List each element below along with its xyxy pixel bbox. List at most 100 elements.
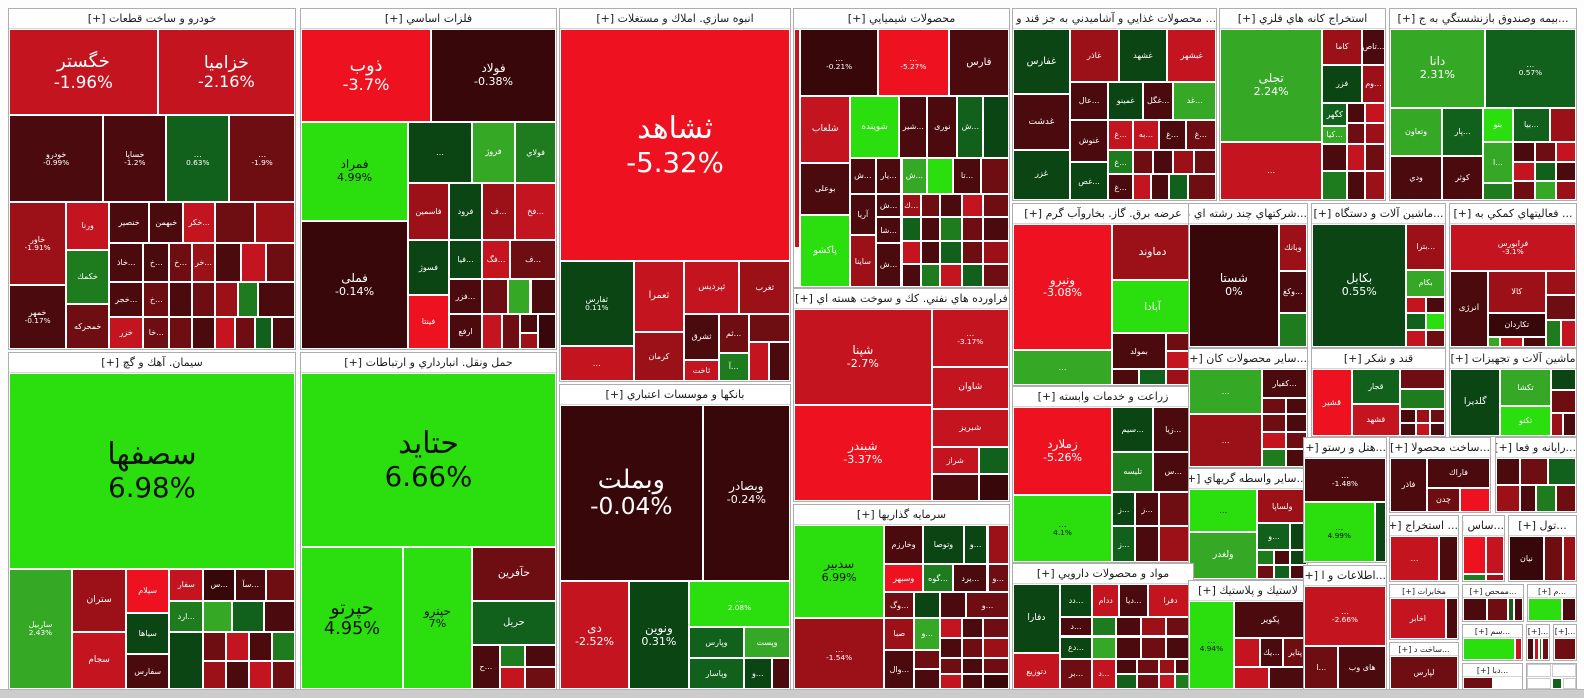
- stock-tile[interactable]: بکابل 0.55%: [1312, 224, 1407, 347]
- stock-tile[interactable]: [249, 660, 273, 689]
- stock-tile[interactable]: [978, 474, 1009, 501]
- stock-tile[interactable]: … 0.63%: [166, 115, 230, 202]
- stock-tile[interactable]: شپنا -2.7%: [794, 309, 932, 405]
- stock-tile[interactable]: شبریز: [931, 408, 1009, 448]
- sector-header[interactable]: انبوه سازي. املاك و مستغلات [+]: [560, 9, 790, 29]
- stock-tile[interactable]: ...د: [1092, 658, 1116, 689]
- stock-tile[interactable]: … -2.66%: [1304, 586, 1386, 646]
- stock-tile[interactable]: ...سآ: [234, 568, 267, 601]
- stock-tile[interactable]: [1508, 598, 1514, 621]
- stock-tile[interactable]: ...تاص: [1361, 29, 1385, 65]
- stock-tile[interactable]: [1552, 664, 1576, 677]
- stock-tile[interactable]: [1496, 485, 1520, 512]
- stock-tile[interactable]: [940, 263, 962, 287]
- stock-tile[interactable]: [169, 317, 193, 349]
- stock-tile[interactable]: [961, 638, 984, 658]
- stock-tile[interactable]: کگهر: [1322, 102, 1348, 127]
- stock-tile[interactable]: ثشاهد -5.32%: [560, 29, 790, 262]
- stock-tile[interactable]: [203, 632, 227, 661]
- stock-tile[interactable]: [901, 240, 921, 264]
- stock-tile[interactable]: [983, 263, 1009, 287]
- stock-tile[interactable]: [1487, 337, 1501, 347]
- stock-tile[interactable]: وخارزم: [884, 525, 923, 565]
- stock-tile[interactable]: حریل: [471, 600, 556, 645]
- stock-tile[interactable]: [1563, 413, 1576, 436]
- stock-tile[interactable]: [192, 281, 215, 317]
- stock-tile[interactable]: ...ا: [1483, 141, 1513, 183]
- stock-tile[interactable]: [1399, 389, 1445, 410]
- stock-tile[interactable]: [1415, 422, 1431, 436]
- stock-tile[interactable]: [1445, 598, 1458, 639]
- stock-tile[interactable]: [1520, 458, 1548, 485]
- stock-tile[interactable]: خبهمن: [149, 201, 184, 244]
- stock-tile[interactable]: ثپردیس: [684, 261, 740, 315]
- stock-tile[interactable]: … 4.1%: [1013, 495, 1112, 562]
- stock-tile[interactable]: [272, 317, 295, 349]
- stock-tile[interactable]: … -1.9%: [229, 115, 295, 202]
- sector-header[interactable]: ... محصولات غذايي و آشاميدني به جز قند و…: [1013, 9, 1216, 29]
- stock-tile[interactable]: [214, 243, 241, 282]
- stock-tile[interactable]: ...غ: [1108, 119, 1133, 151]
- stock-tile[interactable]: [1514, 638, 1522, 660]
- stock-tile[interactable]: تکشا: [1500, 369, 1551, 406]
- sector-header[interactable]: قند و شكر [+]: [1312, 349, 1445, 369]
- stock-tile[interactable]: وپاسار: [688, 657, 744, 689]
- stock-tile[interactable]: [1550, 413, 1564, 436]
- sector-header[interactable]: ...دبا [+]: [1463, 664, 1522, 677]
- stock-tile[interactable]: [940, 592, 966, 619]
- stock-tile[interactable]: ...ش: [901, 158, 928, 195]
- stock-tile[interactable]: ...خکر: [183, 201, 215, 244]
- stock-tile[interactable]: [1257, 550, 1274, 565]
- stock-tile[interactable]: [1257, 564, 1274, 579]
- stock-tile[interactable]: [1278, 312, 1307, 347]
- stock-tile[interactable]: تلیسه: [1112, 451, 1154, 493]
- stock-tile[interactable]: [254, 317, 273, 349]
- stock-tile[interactable]: [983, 674, 1009, 689]
- sector-header[interactable]: ...ساس [+]: [1463, 516, 1504, 536]
- sector-header[interactable]: سرمايه گذاريها [+]: [794, 505, 1009, 525]
- stock-tile[interactable]: [169, 281, 193, 317]
- sector-header[interactable]: ...اطلاعات و ا [+]: [1304, 566, 1386, 586]
- stock-tile[interactable]: ونیرو -3.08%: [1013, 224, 1112, 350]
- sector-header[interactable]: فلزات اساسي [+]: [301, 9, 556, 29]
- stock-tile[interactable]: [1137, 658, 1159, 675]
- stock-tile[interactable]: [1158, 658, 1175, 675]
- stock-tile[interactable]: ...بترا: [1406, 224, 1445, 270]
- stock-tile[interactable]: ...ا: [1304, 645, 1339, 689]
- stock-tile[interactable]: ...غص: [1069, 162, 1109, 200]
- stock-tile[interactable]: ...دع: [1059, 636, 1093, 659]
- stock-tile[interactable]: [1347, 102, 1366, 124]
- stock-tile[interactable]: [1483, 182, 1513, 200]
- stock-tile[interactable]: [1092, 616, 1116, 637]
- stock-tile[interactable]: [1151, 174, 1170, 200]
- stock-tile[interactable]: ...فزر: [448, 278, 483, 314]
- stock-tile[interactable]: کرمان: [633, 331, 685, 381]
- stock-tile[interactable]: [1347, 143, 1366, 171]
- stock-tile[interactable]: [983, 618, 1009, 639]
- stock-tile[interactable]: [1523, 337, 1546, 347]
- stock-tile[interactable]: [272, 660, 295, 689]
- stock-tile[interactable]: ...ش: [849, 158, 876, 195]
- stock-tile[interactable]: [1115, 674, 1138, 689]
- stock-tile[interactable]: ...ف: [510, 240, 556, 279]
- stock-tile[interactable]: … 4.94%: [1189, 601, 1234, 689]
- stock-tile[interactable]: [940, 618, 962, 639]
- sector-header[interactable]: ...ممحص [+]: [1463, 585, 1523, 598]
- stock-tile[interactable]: [961, 263, 984, 287]
- stock-tile[interactable]: سدبیر 6.99%: [794, 525, 885, 619]
- stock-tile[interactable]: وبصادر -0.24%: [702, 405, 790, 582]
- stock-tile[interactable]: [1463, 677, 1493, 689]
- stock-tile[interactable]: ثغرب: [739, 261, 790, 315]
- stock-tile[interactable]: [1365, 170, 1385, 200]
- stock-tile[interactable]: [1140, 636, 1166, 659]
- stock-tile[interactable]: فاراك: [1427, 458, 1490, 488]
- stock-tile[interactable]: آبادا: [1112, 280, 1193, 334]
- sector-header[interactable]: فراورده هاي نفتي. كك و سوخت هسته اي [+]: [794, 289, 1009, 309]
- stock-tile[interactable]: [983, 217, 1009, 241]
- stock-tile[interactable]: خساپا -1.2%: [103, 115, 167, 202]
- stock-tile[interactable]: ...دد: [1059, 584, 1093, 617]
- stock-tile[interactable]: [1374, 501, 1386, 562]
- stock-tile[interactable]: [1527, 638, 1534, 660]
- stock-tile[interactable]: [525, 666, 556, 689]
- stock-tile[interactable]: ونوین 0.31%: [629, 581, 689, 689]
